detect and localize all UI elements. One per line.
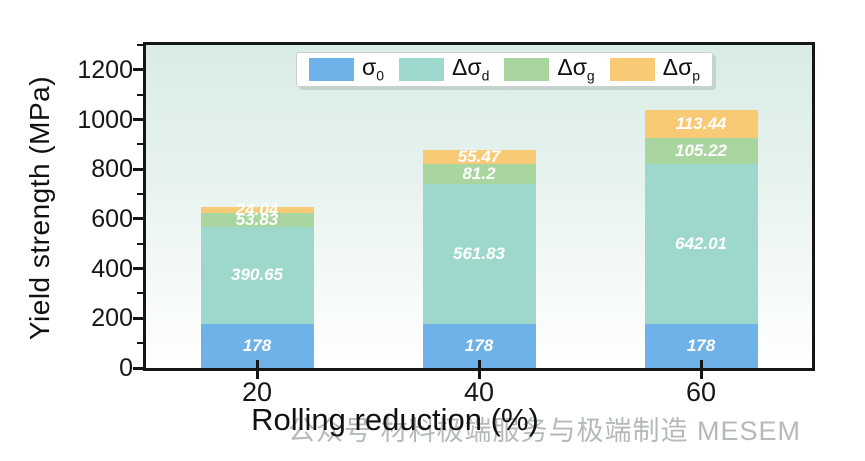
legend-item-delta-sigma-g: Δσg	[504, 54, 595, 84]
legend-item-delta-sigma-d: Δσd	[399, 56, 489, 83]
y-minor-tick	[137, 143, 143, 146]
x-tick	[477, 360, 481, 379]
y-minor-tick	[137, 93, 143, 96]
legend-swatch-delta-sigma-d	[399, 58, 444, 81]
legend-label-delta-sigma-p: Δσp	[662, 54, 701, 84]
y-major-tick	[133, 118, 143, 122]
y-major-tick	[133, 267, 143, 271]
y-major-tick	[133, 68, 143, 72]
x-tick-label: 20	[241, 377, 273, 407]
y-axis-title: Yield strength (MPa)	[24, 75, 55, 341]
x-tick	[699, 360, 703, 379]
bar-segment-delta-sigma-d: 390.65	[200, 226, 314, 324]
x-tick-label: 40	[463, 377, 495, 407]
x-tick	[255, 360, 259, 379]
y-major-tick	[133, 217, 143, 221]
legend-label-sigma-0: σ0	[362, 54, 384, 84]
bar-segment-delta-sigma-d: 561.83	[422, 184, 536, 324]
bar-segment-delta-sigma-g: 81.2	[422, 164, 536, 185]
y-minor-tick	[137, 193, 143, 196]
legend-label-delta-sigma-d: Δσd	[452, 54, 490, 84]
legend-label-delta-sigma-g: Δσg	[557, 54, 595, 84]
legend-swatch-delta-sigma-p	[609, 58, 655, 81]
bar-segment-delta-sigma-p: 24.04	[200, 201, 314, 218]
y-major-tick	[133, 167, 143, 171]
y-minor-tick	[137, 342, 143, 345]
bar-segment-delta-sigma-g: 105.22	[644, 138, 758, 165]
bar-segment-delta-sigma-p: 55.47	[422, 148, 536, 165]
bar-segment-delta-sigma-p: 113.44	[644, 109, 758, 139]
legend-item-sigma-0: σ0	[309, 56, 384, 83]
y-minor-tick	[137, 242, 143, 245]
legend-item-delta-sigma-p: Δσp	[609, 54, 701, 84]
bar-segment-delta-sigma-g: 53.83	[200, 211, 314, 228]
y-minor-tick	[137, 292, 143, 295]
legend-swatch-sigma-0	[309, 58, 354, 81]
x-tick-label: 60	[685, 377, 717, 407]
watermark-text: 公众号 材料极端服务与极端制造 MESEM	[288, 416, 802, 446]
legend-swatch-delta-sigma-g	[504, 58, 550, 81]
bar-segment-delta-sigma-d: 642.01	[644, 164, 758, 324]
y-minor-tick	[137, 44, 143, 46]
y-major-tick	[133, 366, 143, 370]
y-major-tick	[133, 316, 143, 320]
legend: σ0 Δσd Δσg Δσp	[296, 52, 714, 87]
